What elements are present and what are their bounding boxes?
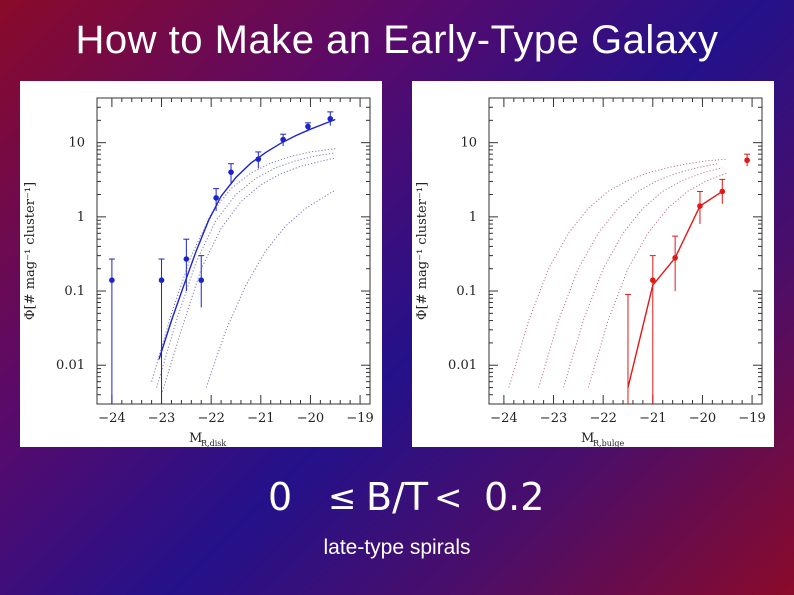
equation-lower-bound: 0 bbox=[268, 475, 293, 519]
data-point bbox=[228, 169, 234, 175]
x-tick-label: −19 bbox=[346, 411, 373, 426]
model-curve bbox=[563, 167, 723, 388]
y-tick-label: 0.1 bbox=[456, 284, 477, 299]
data-point bbox=[719, 188, 726, 195]
plot-area bbox=[508, 153, 751, 404]
x-tick-label: −23 bbox=[148, 411, 175, 426]
x-tick-label: −24 bbox=[98, 411, 125, 426]
data-point bbox=[280, 136, 286, 143]
x-axis-label-subscript: R,bulge bbox=[593, 439, 625, 447]
data-point bbox=[198, 277, 205, 283]
x-tick-label: −20 bbox=[297, 411, 324, 426]
y-tick-label: 0.01 bbox=[448, 358, 477, 373]
data-point bbox=[158, 277, 165, 283]
data-point bbox=[672, 255, 678, 261]
equation-upper-bound: 0.2 bbox=[484, 475, 545, 519]
model-curve bbox=[205, 189, 336, 388]
x-tick-label: −19 bbox=[738, 411, 765, 426]
x-tick-label: −21 bbox=[639, 411, 666, 426]
slide-title: How to Make an Early-Type Galaxy bbox=[75, 18, 719, 62]
slide-caption: late-type spirals bbox=[323, 536, 471, 559]
bulge-luminosity-function-chart: −24 −23 −22 −21 −20 −19 10 1 0.1 0.01 Φ[# mag⁻¹ cl… bbox=[415, 97, 766, 447]
y-tick-label: 10 bbox=[460, 136, 477, 151]
x-tick-label: −21 bbox=[247, 411, 274, 426]
y-axis-label: Φ[# mag⁻¹ cluster⁻¹] bbox=[415, 182, 430, 320]
left-chart-panel: −24 −23 −22 −21 −20 −19 10 1 0.1 0.01 Φ[# mag⁻¹ cl… bbox=[20, 81, 382, 447]
model-curve bbox=[587, 172, 728, 388]
right-chart-panel: −24 −23 −22 −21 −20 −19 10 1 0.1 0.01 Φ[# mag⁻¹ cl… bbox=[412, 81, 774, 447]
equation-leq-symbol: ≤ bbox=[328, 478, 357, 518]
data-point bbox=[213, 195, 219, 201]
data-point bbox=[109, 277, 115, 283]
data-point bbox=[305, 123, 311, 130]
y-tick-label: 0.01 bbox=[56, 358, 85, 373]
x-axis-label: M bbox=[581, 431, 594, 446]
plot-area bbox=[108, 111, 336, 404]
x-tick-label: −22 bbox=[589, 411, 616, 426]
model-curve bbox=[151, 148, 336, 382]
equation-ratio-label: B/T bbox=[366, 475, 429, 519]
model-curve bbox=[161, 157, 336, 395]
x-axis-label-subscript: R,disk bbox=[201, 439, 226, 447]
y-tick-label: 10 bbox=[68, 136, 85, 151]
plot-frame bbox=[488, 97, 763, 405]
data-point bbox=[183, 256, 190, 262]
x-tick-label: −20 bbox=[689, 411, 716, 426]
data-point bbox=[255, 156, 262, 162]
equation-lt-symbol: < bbox=[434, 478, 463, 518]
x-tick-label: −23 bbox=[540, 411, 567, 426]
disk-luminosity-function-chart: −24 −23 −22 −21 −20 −19 10 1 0.1 0.01 Φ[# mag⁻¹ cl… bbox=[23, 97, 374, 447]
y-tick-label: 1 bbox=[77, 210, 85, 225]
x-tick-label: −24 bbox=[490, 411, 517, 426]
data-point bbox=[650, 277, 656, 283]
x-tick-label: −22 bbox=[197, 411, 224, 426]
y-tick-label: 1 bbox=[469, 210, 477, 225]
y-axis-label: Φ[# mag⁻¹ cluster⁻¹] bbox=[23, 182, 38, 320]
model-curve bbox=[156, 152, 336, 388]
data-point bbox=[327, 115, 334, 122]
x-axis-label: M bbox=[189, 431, 202, 446]
model-curve bbox=[508, 158, 728, 388]
plot-frame bbox=[96, 97, 371, 405]
y-tick-label: 0.1 bbox=[64, 284, 85, 299]
data-point bbox=[697, 203, 703, 209]
data-point bbox=[744, 157, 750, 164]
